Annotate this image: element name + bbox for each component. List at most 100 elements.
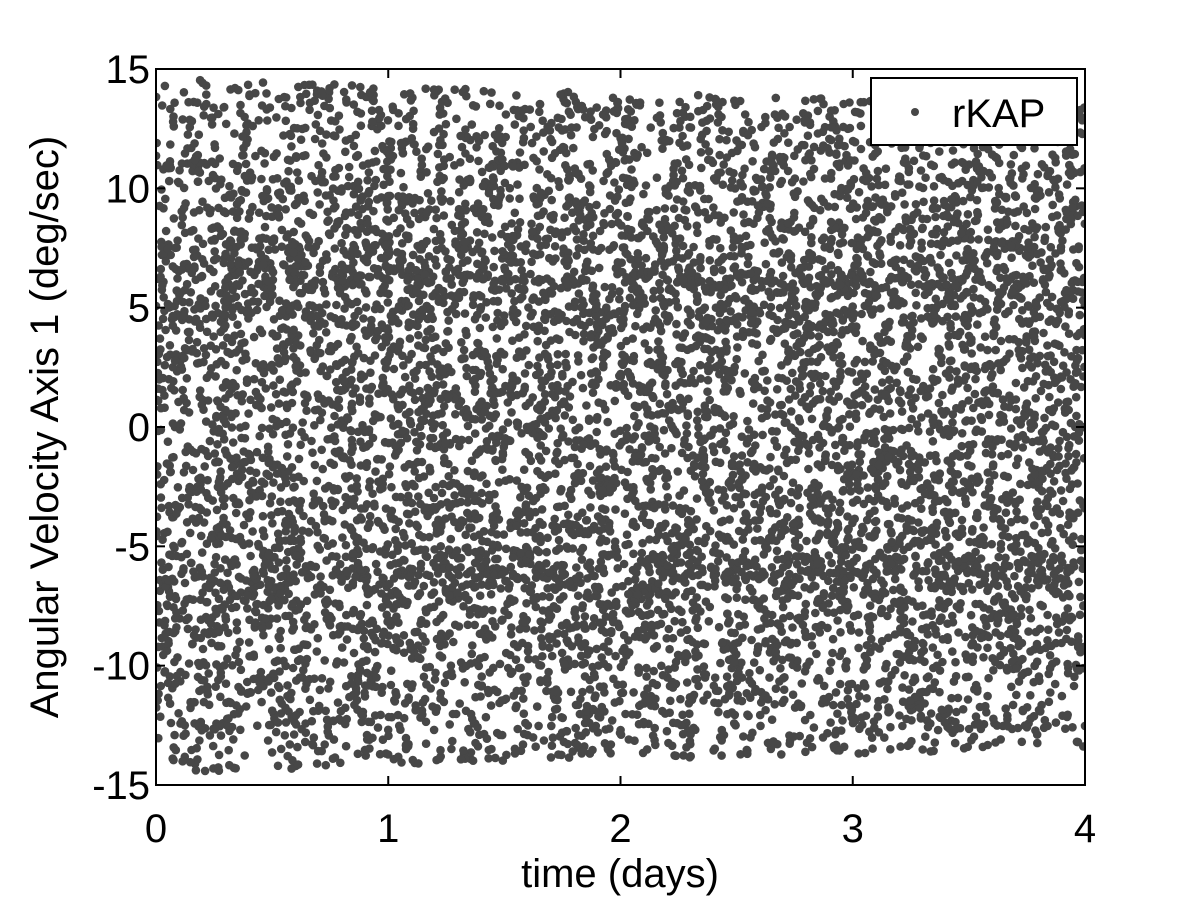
data-point	[356, 437, 365, 447]
data-point	[242, 354, 251, 364]
data-point	[693, 603, 702, 612]
data-point	[569, 143, 578, 153]
data-point	[1044, 697, 1054, 707]
data-point	[588, 231, 598, 241]
data-point	[517, 276, 527, 285]
data-point	[505, 194, 514, 203]
data-point	[996, 336, 1006, 346]
data-point	[544, 424, 554, 433]
data-point	[934, 398, 944, 408]
data-point	[989, 318, 999, 328]
data-point	[287, 463, 297, 472]
data-point	[163, 437, 173, 447]
data-point	[1048, 150, 1057, 159]
data-point	[677, 166, 687, 176]
data-point	[534, 721, 543, 731]
data-point	[234, 657, 244, 667]
data-point	[741, 595, 750, 604]
data-point	[954, 178, 963, 188]
data-point	[448, 736, 457, 746]
data-point	[301, 719, 310, 728]
data-point	[463, 466, 473, 476]
data-point	[332, 660, 341, 669]
data-point	[744, 252, 753, 262]
data-point	[790, 426, 800, 436]
data-point	[778, 698, 787, 708]
data-point	[296, 98, 305, 108]
data-point	[659, 425, 669, 435]
data-point	[615, 287, 624, 296]
data-point	[244, 409, 253, 418]
data-point	[437, 488, 447, 498]
data-point	[705, 395, 714, 405]
data-point	[351, 202, 361, 211]
data-point	[383, 116, 393, 125]
data-point	[547, 289, 557, 298]
data-point	[210, 143, 220, 153]
data-point	[570, 297, 580, 307]
data-point	[330, 411, 339, 421]
data-point	[896, 742, 905, 751]
data-point	[500, 178, 510, 188]
data-point	[204, 176, 214, 186]
data-point	[442, 428, 452, 437]
data-point	[280, 731, 290, 740]
data-point	[404, 581, 414, 590]
data-point	[526, 312, 536, 321]
data-point	[537, 505, 547, 514]
data-point	[582, 401, 591, 410]
data-point	[331, 117, 340, 126]
data-point	[564, 437, 573, 446]
data-point	[774, 123, 783, 133]
data-point	[944, 258, 954, 268]
data-point	[401, 480, 410, 489]
data-point	[678, 617, 687, 627]
data-point	[777, 258, 787, 267]
data-point	[629, 549, 638, 559]
data-point	[749, 658, 759, 667]
data-point	[308, 448, 317, 458]
data-point	[552, 704, 562, 714]
data-point	[948, 410, 958, 419]
data-point	[317, 139, 327, 148]
data-point	[838, 716, 847, 725]
data-point	[760, 238, 769, 247]
data-point	[416, 559, 426, 569]
data-point	[1013, 454, 1023, 464]
data-point	[845, 410, 854, 419]
data-point	[678, 729, 688, 739]
data-point	[738, 182, 747, 191]
data-point	[292, 560, 302, 569]
data-point	[258, 511, 268, 521]
data-point	[383, 205, 393, 214]
data-point	[624, 576, 633, 586]
data-point	[904, 423, 914, 433]
data-point	[341, 540, 351, 550]
data-point	[1018, 363, 1027, 373]
data-point	[372, 673, 381, 682]
data-point	[315, 685, 325, 695]
data-point	[475, 591, 485, 600]
data-point	[508, 162, 518, 171]
data-point	[284, 497, 294, 507]
data-point	[583, 588, 592, 597]
data-point	[654, 337, 663, 346]
data-point	[771, 684, 781, 693]
data-point	[769, 248, 778, 258]
data-point	[909, 526, 919, 536]
data-point	[823, 327, 833, 337]
data-point	[953, 331, 963, 341]
data-point	[714, 102, 723, 112]
data-point	[522, 346, 531, 355]
data-point	[188, 245, 198, 255]
data-point	[457, 338, 466, 347]
data-point	[372, 455, 382, 464]
data-point	[655, 399, 665, 409]
data-point	[671, 751, 681, 761]
data-point	[887, 670, 896, 680]
data-point	[429, 602, 439, 612]
data-point	[515, 194, 524, 203]
data-point	[1050, 679, 1060, 689]
data-point	[508, 336, 517, 346]
